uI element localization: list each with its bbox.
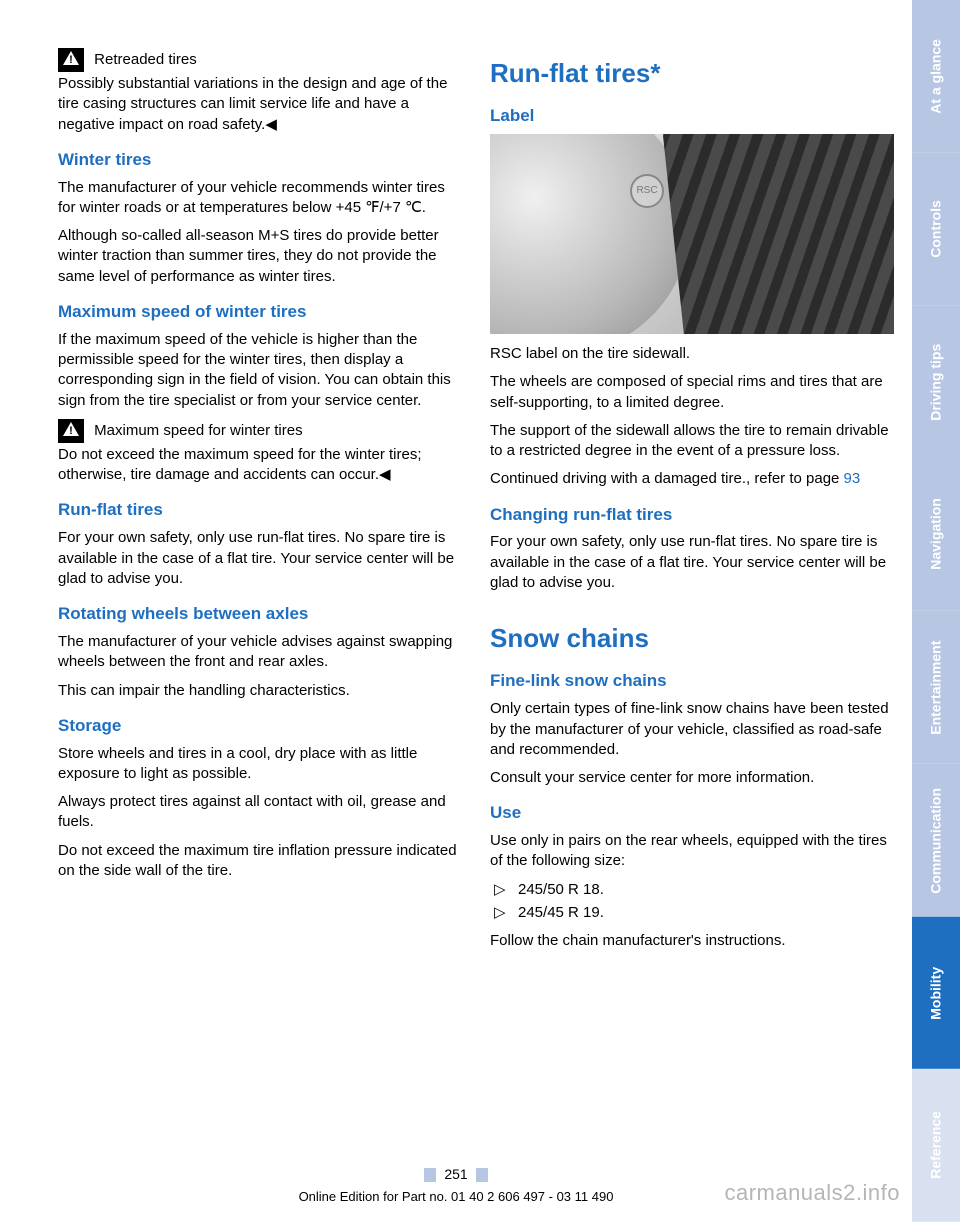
tab-reference[interactable]: Reference [912, 1069, 960, 1222]
tab-navigation[interactable]: Navigation [912, 458, 960, 611]
left-column: Retreaded tires Possibly substantial var… [58, 48, 462, 1202]
tab-at-a-glance[interactable]: At a glance [912, 0, 960, 153]
paragraph: For your own safety, only use run-flat t… [490, 532, 894, 593]
paragraph: The manufacturer of your vehicle recomme… [58, 178, 462, 219]
page: Retreaded tires Possibly substantial var… [0, 0, 960, 1222]
right-column: Run-flat tires* Label RSC RSC label on t… [490, 48, 894, 1202]
tire-rim [490, 134, 690, 334]
tab-mobility[interactable]: Mobility [912, 917, 960, 1070]
paragraph: Continued driving with a damaged tire., … [490, 469, 894, 489]
paragraph: The wheels are composed of special rims … [490, 372, 894, 413]
paragraph: If the maximum speed of the vehicle is h… [58, 330, 462, 411]
heading-winter-tires: Winter tires [58, 149, 462, 172]
heading-runflat: Run-flat tires [58, 499, 462, 522]
warning-icon [58, 48, 84, 72]
warning-retreaded: Retreaded tires [58, 48, 462, 72]
list-item: 245/45 R 19. [490, 903, 894, 923]
paragraph: The support of the sidewall allows the t… [490, 421, 894, 462]
list-item: 245/50 R 18. [490, 880, 894, 900]
heading-snow-chains: Snow chains [490, 621, 894, 656]
warning-title: Retreaded tires [94, 50, 197, 70]
heading-use: Use [490, 802, 894, 825]
warning-body: Possibly substantial variations in the d… [58, 74, 462, 135]
paragraph: This can impair the handling characteris… [58, 681, 462, 701]
heading-fine-link: Fine-link snow chains [490, 670, 894, 693]
page-link-93[interactable]: 93 [844, 470, 861, 487]
paragraph: Only certain types of fine-link snow cha… [490, 699, 894, 760]
edition-line: Online Edition for Part no. 01 40 2 606 … [0, 1188, 912, 1206]
paragraph: Although so-called all-season M+S tires … [58, 226, 462, 287]
paragraph: The manufacturer of your vehicle advises… [58, 632, 462, 673]
tire-size-list: 245/50 R 18. 245/45 R 19. [490, 880, 894, 924]
paragraph: Follow the chain manufacturer's instruct… [490, 931, 894, 951]
warning-body: Do not exceed the maximum speed for the … [58, 445, 462, 486]
warning-icon [58, 419, 84, 443]
paragraph: Store wheels and tires in a cool, dry pl… [58, 744, 462, 785]
tab-communication[interactable]: Communication [912, 764, 960, 917]
rsc-badge: RSC [630, 174, 664, 208]
tab-driving-tips[interactable]: Driving tips [912, 306, 960, 459]
content-area: Retreaded tires Possibly substantial var… [0, 0, 912, 1222]
paragraph: Consult your service center for more inf… [490, 768, 894, 788]
tab-controls[interactable]: Controls [912, 153, 960, 306]
sidebar-tabs: At a glance Controls Driving tips Naviga… [912, 0, 960, 1222]
heading-label: Label [490, 105, 894, 128]
paragraph: Use only in pairs on the rear wheels, eq… [490, 831, 894, 872]
heading-rotating: Rotating wheels between axles [58, 603, 462, 626]
warning-max-speed: Maximum speed for winter tires [58, 419, 462, 443]
page-number: 251 [0, 1165, 912, 1184]
paragraph: RSC label on the tire sidewall. [490, 344, 894, 364]
page-number-value: 251 [444, 1166, 467, 1182]
tab-entertainment[interactable]: Entertainment [912, 611, 960, 764]
heading-max-speed: Maximum speed of winter tires [58, 301, 462, 324]
tire-tread [662, 134, 894, 334]
warning-title: Maximum speed for winter tires [94, 421, 302, 441]
paragraph: Do not exceed the maximum tire inflation… [58, 841, 462, 882]
paragraph: Always protect tires against all contact… [58, 792, 462, 833]
heading-runflat-section: Run-flat tires* [490, 56, 894, 91]
tire-image: RSC [490, 134, 894, 334]
paragraph: For your own safety, only use run-flat t… [58, 528, 462, 589]
heading-storage: Storage [58, 715, 462, 738]
heading-changing: Changing run-flat tires [490, 504, 894, 527]
page-decor-left [424, 1168, 436, 1182]
text: Continued driving with a damaged tire., … [490, 470, 844, 487]
page-decor-right [476, 1168, 488, 1182]
